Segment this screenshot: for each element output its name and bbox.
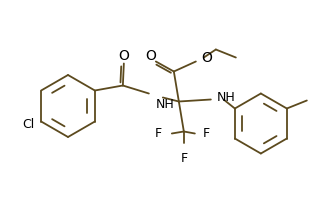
Text: O: O: [145, 49, 156, 64]
Text: NH: NH: [217, 91, 236, 104]
Text: O: O: [201, 51, 212, 65]
Text: F: F: [180, 152, 187, 166]
Text: F: F: [155, 127, 162, 140]
Text: NH: NH: [156, 97, 175, 111]
Text: O: O: [119, 48, 129, 62]
Text: Cl: Cl: [22, 118, 34, 131]
Text: F: F: [203, 127, 210, 140]
